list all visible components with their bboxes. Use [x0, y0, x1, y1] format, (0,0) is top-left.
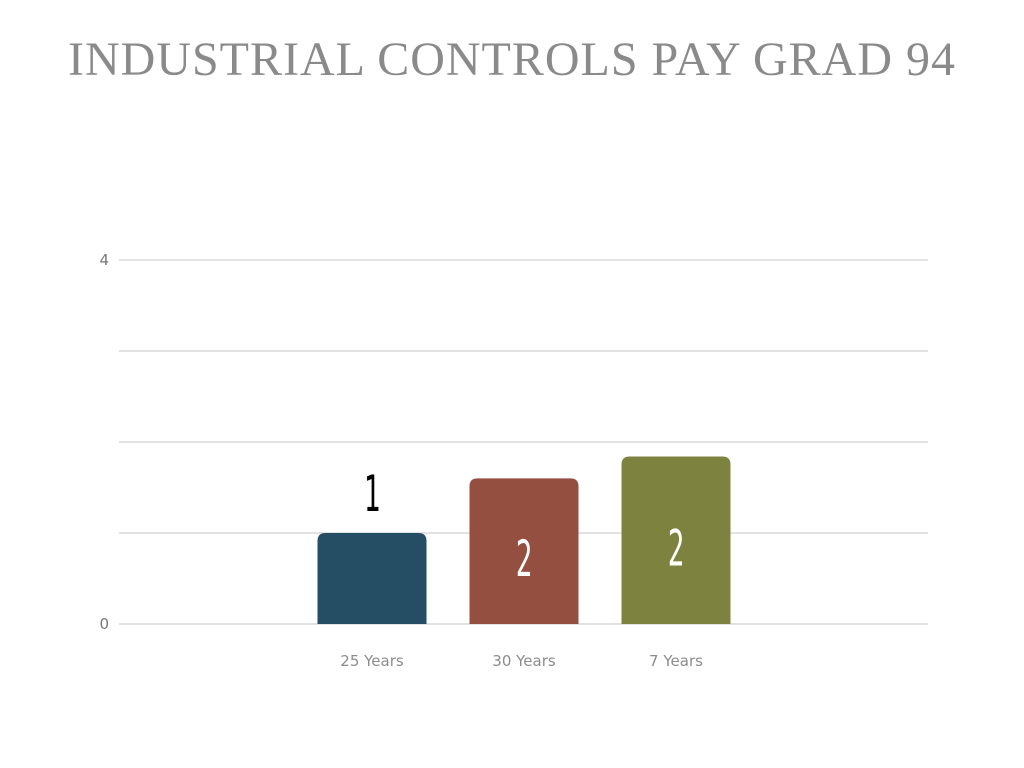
category-label-2: 7 Years — [649, 652, 703, 670]
y-tick-label-1: 4 — [99, 251, 109, 269]
category-label-0: 25 Years — [340, 652, 404, 670]
bar-0 — [317, 533, 427, 624]
bar-2 — [621, 456, 731, 624]
data-label-2: 2 — [668, 520, 685, 578]
bar-1 — [469, 478, 579, 624]
data-label-1: 2 — [516, 530, 533, 588]
category-label-1: 30 Years — [492, 652, 556, 670]
data-label-0: 1 — [364, 465, 381, 523]
slide-title: INDUSTRIAL CONTROLS PAY GRAD 94 — [68, 33, 956, 86]
y-tick-label-0: 0 — [99, 615, 109, 633]
